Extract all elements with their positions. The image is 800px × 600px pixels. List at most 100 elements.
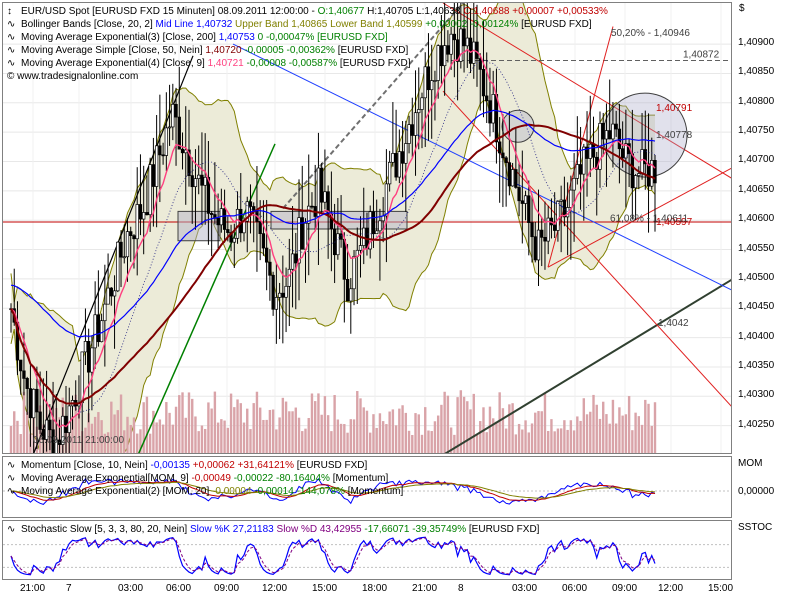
candle-body <box>520 200 524 204</box>
price-chart-panel[interactable]: 50,20% - 1,40946 1,40872 1,40791 1,40778 1,4… <box>2 2 732 454</box>
candle-body <box>51 429 55 453</box>
volume-bar <box>326 415 330 453</box>
legend-text: [EURUSD FXD] <box>466 524 540 535</box>
candle-body <box>637 173 641 176</box>
candle-body <box>387 161 392 185</box>
candle-body <box>342 238 346 280</box>
price-tick-label: 1,40450 <box>738 301 775 313</box>
candle-body <box>465 37 469 47</box>
candle-body <box>38 411 42 430</box>
candle-body <box>303 222 308 250</box>
candle-body <box>180 148 185 154</box>
volume-bar <box>602 401 605 453</box>
volume-bar <box>453 434 456 453</box>
price-tick-label: 1,40600 <box>738 213 775 225</box>
volume-bar <box>631 430 634 453</box>
volume-bar <box>19 434 22 453</box>
momentum-chart <box>3 477 731 505</box>
volume-bar <box>527 432 530 453</box>
candle-body <box>462 28 466 47</box>
volume-bar <box>77 409 81 453</box>
candle-body <box>611 123 615 140</box>
volume-bar <box>501 408 505 453</box>
volume-bar <box>291 411 294 453</box>
volume-bar <box>129 424 132 453</box>
level-label: 1,40778 <box>656 130 693 141</box>
candle-body <box>184 149 188 154</box>
volume-bar <box>394 425 398 453</box>
volume-bar <box>627 396 631 453</box>
candle-body <box>67 405 71 433</box>
candle-body <box>109 287 113 297</box>
candle-body <box>345 278 350 302</box>
candle-body <box>368 211 372 250</box>
candle-body <box>122 256 126 259</box>
volume-bar <box>440 404 443 453</box>
bollinger-mid-line <box>10 59 656 413</box>
volume-bar <box>255 391 259 453</box>
volume-bar <box>297 417 301 453</box>
volume-bar <box>181 392 184 453</box>
volume-bar <box>343 424 346 453</box>
volume-bar <box>650 425 653 453</box>
candle-body <box>145 212 149 216</box>
volume-bar <box>161 424 165 453</box>
legend-text: H:1,40705 L:1,40638 <box>364 6 464 17</box>
legend-text: Moving Average Exponential(2) [MOM, 20] <box>21 486 213 497</box>
candle-body <box>129 231 133 237</box>
volume-bar <box>320 414 323 453</box>
momentum-panel[interactable]: ∿ Momentum [Close, 10, Nein] -0,00135 +0,… <box>2 456 732 518</box>
candle-body <box>620 148 625 159</box>
time-tick-label: 15:00 <box>312 583 338 594</box>
volume-bar <box>524 420 527 453</box>
candle-body <box>517 187 521 202</box>
line-series-icon: ∿ <box>7 473 16 484</box>
candle-body <box>103 303 107 322</box>
volume-bar <box>582 398 586 453</box>
volume-bar <box>90 423 94 453</box>
volume-bar <box>362 407 365 453</box>
candle-body <box>83 341 88 353</box>
line-series-icon: ∿ <box>7 486 16 497</box>
price-tick-label: 1,40650 <box>738 183 775 195</box>
volume-bar <box>174 406 178 453</box>
line-series-icon: ∿ <box>7 19 16 30</box>
volume-bar <box>534 412 537 453</box>
time-tick-label: 06:00 <box>166 583 192 594</box>
volume-bar <box>200 425 204 453</box>
legend-text: 1,40721 <box>207 58 244 69</box>
website-label: © www.tradesignalonline.com <box>7 71 139 82</box>
legend-text: Momentum [Close, 10, Nein] <box>21 460 151 471</box>
volume-bar <box>158 419 162 453</box>
volume-bar <box>388 411 391 453</box>
line-series-icon: ∿ <box>7 58 16 69</box>
candle-body <box>455 39 460 62</box>
momentum-ema20-line <box>10 481 656 499</box>
volume-bar <box>220 419 223 453</box>
candle-body <box>446 45 450 55</box>
legend-text: Bollinger Bands [Close, 20, 2] <box>21 19 156 30</box>
candle-body <box>391 153 395 163</box>
legend-text: C:1,40688 +0,00007 +0,00533% <box>463 6 608 17</box>
volume-bar <box>427 430 430 453</box>
dashed-trend-line <box>282 3 464 210</box>
stochastic-panel[interactable]: ∿ Stochastic Slow [5, 3, 3, 80, 20, Nein]… <box>2 520 732 580</box>
volume-bar <box>252 403 255 453</box>
candle-body <box>358 245 363 251</box>
time-tick-label: 7 <box>66 583 72 594</box>
candle-body <box>562 199 567 218</box>
volume-bar <box>550 419 553 453</box>
volume-bar <box>417 414 420 453</box>
time-tick-label: 12:00 <box>658 583 684 594</box>
volume-bar <box>595 404 598 453</box>
ema200-line <box>10 109 656 338</box>
candle-body <box>294 253 298 264</box>
volume-bar <box>136 433 139 453</box>
time-tick-label: 21:00 <box>20 583 46 594</box>
legend-text: Mid Line 1,40732 <box>155 19 233 30</box>
trend-line-green <box>138 143 276 453</box>
legend-text: [EURUSD FXD] <box>293 460 368 471</box>
legend-text: 1,40753 <box>218 32 255 43</box>
time-tick-label: 03:00 <box>118 583 144 594</box>
candle-body <box>307 205 311 224</box>
